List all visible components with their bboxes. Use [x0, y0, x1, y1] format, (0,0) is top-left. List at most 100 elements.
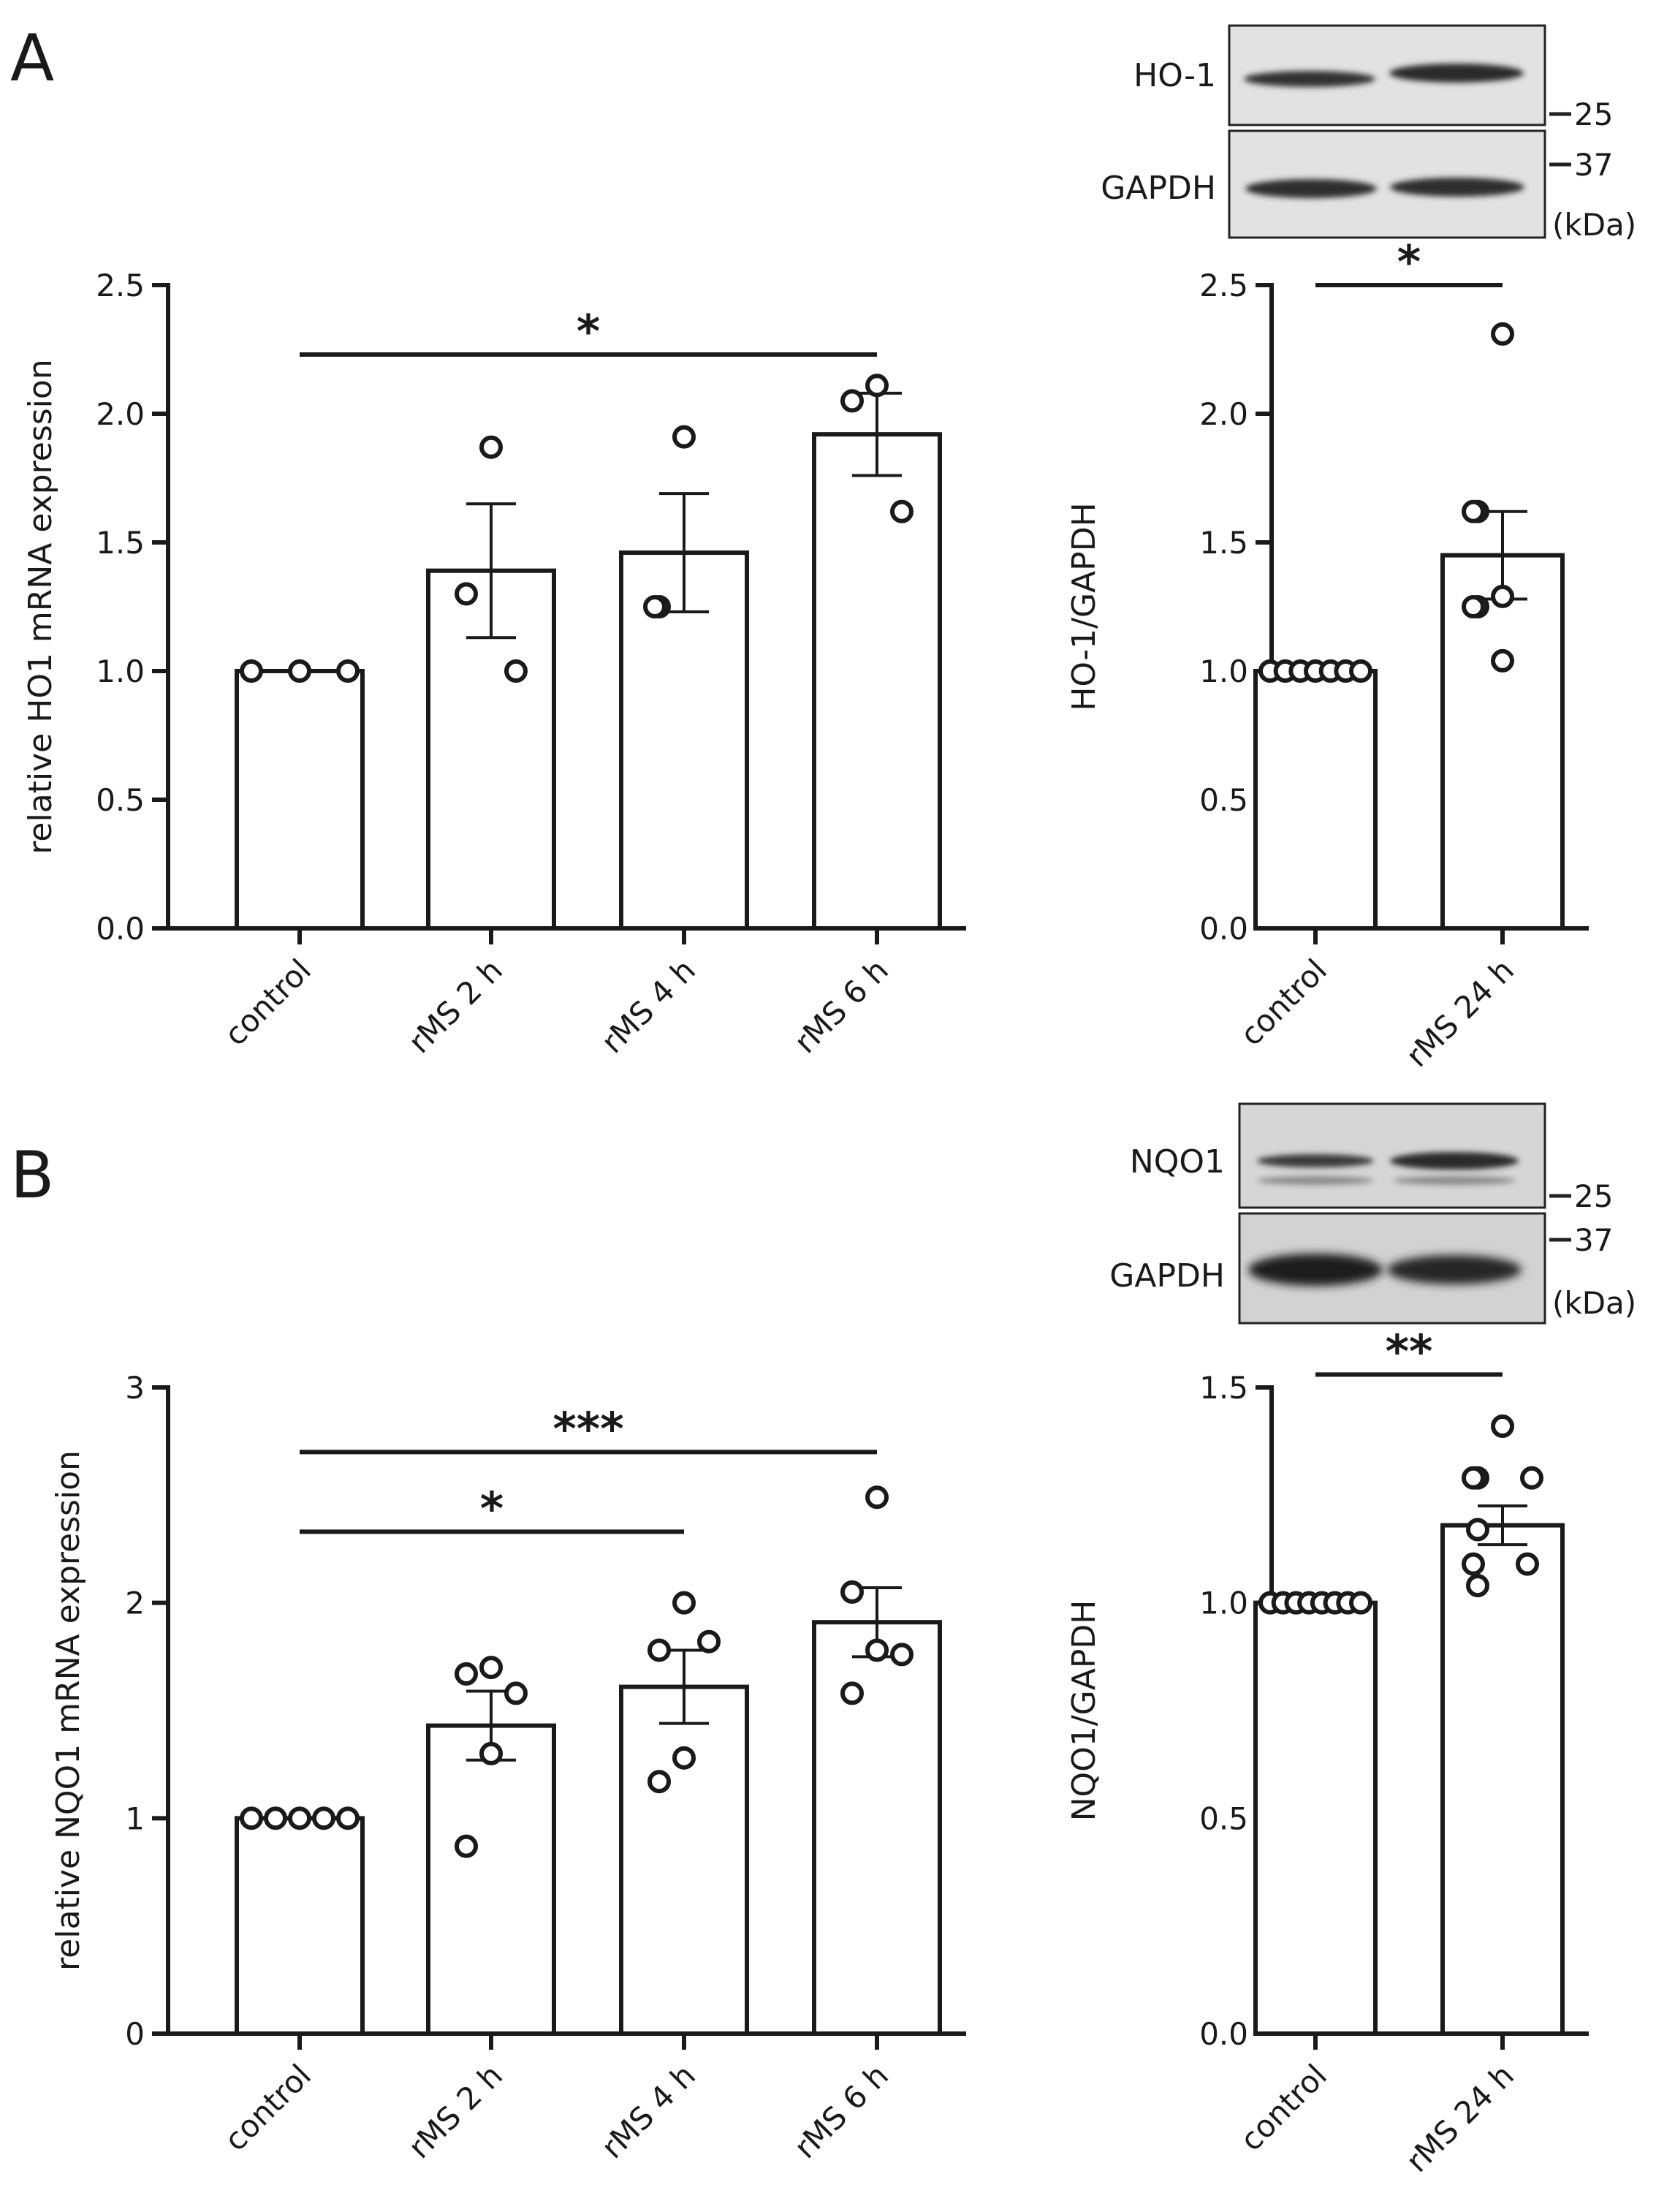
- data-point: [1349, 1591, 1372, 1615]
- data-point: [504, 659, 528, 683]
- data-point: [264, 1806, 287, 1830]
- data-point: [1491, 584, 1514, 608]
- x-tick-label: control: [217, 2057, 318, 2158]
- data-point: [1462, 1552, 1485, 1576]
- y-tick-label: 1.5: [1199, 525, 1248, 561]
- data-point: [865, 1485, 889, 1510]
- data-point: [504, 1681, 528, 1705]
- y-tick-label: 2.5: [1199, 268, 1248, 303]
- blot-b-band-1-lane-1: [1257, 1154, 1374, 1167]
- data-point: [672, 425, 696, 449]
- data-point: [1491, 322, 1514, 346]
- data-point: [312, 1806, 335, 1830]
- significance-label: **: [1386, 1325, 1433, 1378]
- blot-b-band-2-lane-1: [1248, 1254, 1383, 1286]
- significance-label: *: [577, 305, 600, 358]
- y-tick-label: 2: [125, 1586, 145, 1621]
- y-tick-label: 0: [125, 2016, 145, 2052]
- x-tick-label: rMS 6 h: [787, 952, 895, 1060]
- data-point: [865, 374, 889, 398]
- blot-a-band-1-lane-2: [1389, 64, 1524, 83]
- data-point: [840, 1681, 864, 1705]
- data-point: [1462, 595, 1485, 618]
- x-tick-label: control: [217, 952, 318, 1053]
- y-axis-label: HO-1/GAPDH: [1066, 502, 1103, 711]
- data-point: [840, 1580, 864, 1604]
- bar: [426, 1723, 556, 2037]
- data-point: [672, 1591, 696, 1615]
- data-point: [1491, 1414, 1514, 1439]
- data-point: [336, 659, 360, 683]
- bar: [235, 669, 365, 931]
- chart-nqo1-protein: 0.0 0.5 1.0 1.5 NQO1/GAPDH control rMS 24 h **: [1066, 1325, 1589, 2179]
- data-point: [647, 1770, 671, 1794]
- y-tick-label: 1.5: [96, 525, 145, 561]
- bar: [812, 432, 942, 931]
- x-tick-label: rMS 4 h: [594, 2057, 702, 2165]
- chart-ho1-protein: 0.0 0.5 1.0 1.5 2.0 2.5 HO-1/GAPDH control rMS 2…: [1066, 235, 1589, 1074]
- y-tick-label: 2.0: [1199, 396, 1248, 432]
- blot-a-band-2-lane-1: [1245, 179, 1377, 198]
- y-tick-label: 0.5: [1199, 782, 1248, 818]
- data-point: [240, 1806, 263, 1830]
- data-point: [1466, 1574, 1489, 1598]
- blot-a-band-1-lane-1: [1244, 71, 1375, 87]
- blot-b-band-1-lane-2: [1390, 1152, 1519, 1170]
- data-point: [1466, 1518, 1489, 1542]
- y-axis-label: relative NQO1 mRNA expression: [50, 1450, 87, 1971]
- data-point: [240, 659, 263, 683]
- data-point: [672, 1746, 696, 1770]
- data-point: [890, 1643, 914, 1667]
- x-tick-label: rMS 2 h: [401, 2057, 509, 2165]
- y-tick-label: 3: [125, 1370, 145, 1406]
- significance-label: ***: [552, 1402, 623, 1455]
- blot-a-band-1-label: HO-1: [1133, 57, 1216, 94]
- data-point: [643, 595, 666, 618]
- chart-nqo1-mrna: 0 1 2 3 relative NQO1 mRNA expression control…: [50, 1370, 966, 2165]
- data-point: [1462, 499, 1485, 523]
- data-point: [697, 1629, 721, 1654]
- bar: [1253, 669, 1378, 931]
- y-tick-label: 1.5: [1199, 1370, 1248, 1406]
- significance-label: *: [480, 1482, 504, 1535]
- blot-b-band-1-lane-1-faint: [1257, 1176, 1374, 1185]
- bar: [1440, 553, 1565, 931]
- y-tick-label: 2.0: [96, 396, 145, 432]
- bar: [235, 1816, 365, 2036]
- significance-label: *: [1397, 235, 1421, 289]
- data-point: [336, 1806, 360, 1830]
- x-tick-label: rMS 24 h: [1399, 2057, 1521, 2179]
- data-point: [479, 435, 503, 459]
- y-tick-label: 0.0: [1199, 911, 1248, 947]
- blot-a-band-2-lane-2: [1390, 178, 1524, 197]
- blot-a-marker-1-label: 25: [1574, 96, 1613, 132]
- y-tick-label: 0.0: [96, 911, 145, 947]
- data-point: [455, 1662, 478, 1686]
- bar: [619, 1684, 749, 2036]
- blot-b-band-1-lane-2-faint: [1393, 1176, 1516, 1185]
- data-point: [288, 659, 311, 683]
- panel-label-A: A: [10, 20, 54, 96]
- data-point: [1462, 1466, 1485, 1490]
- chart-ho1-mrna: 0.0 0.5 1.0 1.5 2.0 2.5 relative HO1 mRNA expr…: [22, 268, 966, 1060]
- x-tick-label: rMS 6 h: [787, 2057, 895, 2165]
- blot-a-marker-2-label: 37: [1574, 147, 1613, 183]
- data-point: [890, 499, 914, 523]
- blot-b-marker-2-label: 37: [1574, 1222, 1613, 1258]
- x-tick-label: control: [1233, 2057, 1334, 2158]
- y-tick-label: 1.0: [1199, 654, 1248, 689]
- bar: [1253, 1600, 1378, 2037]
- y-tick-label: 0.5: [1199, 1800, 1248, 1836]
- x-tick-label: control: [1233, 952, 1334, 1053]
- y-tick-label: 1.0: [1199, 1586, 1248, 1621]
- blot-b-band-2-label: GAPDH: [1109, 1257, 1225, 1295]
- bar: [1440, 1523, 1565, 2036]
- blot-b-marker-1-label: 25: [1574, 1178, 1613, 1214]
- data-point: [865, 1638, 889, 1662]
- y-axis-label: relative HO1 mRNA expression: [22, 359, 59, 854]
- x-tick-label: rMS 2 h: [401, 952, 509, 1060]
- data-point: [479, 1656, 503, 1680]
- bar: [619, 550, 749, 931]
- blot-a-unit-label: (kDa): [1552, 207, 1636, 243]
- blot-b-band-2-lane-2: [1387, 1255, 1522, 1284]
